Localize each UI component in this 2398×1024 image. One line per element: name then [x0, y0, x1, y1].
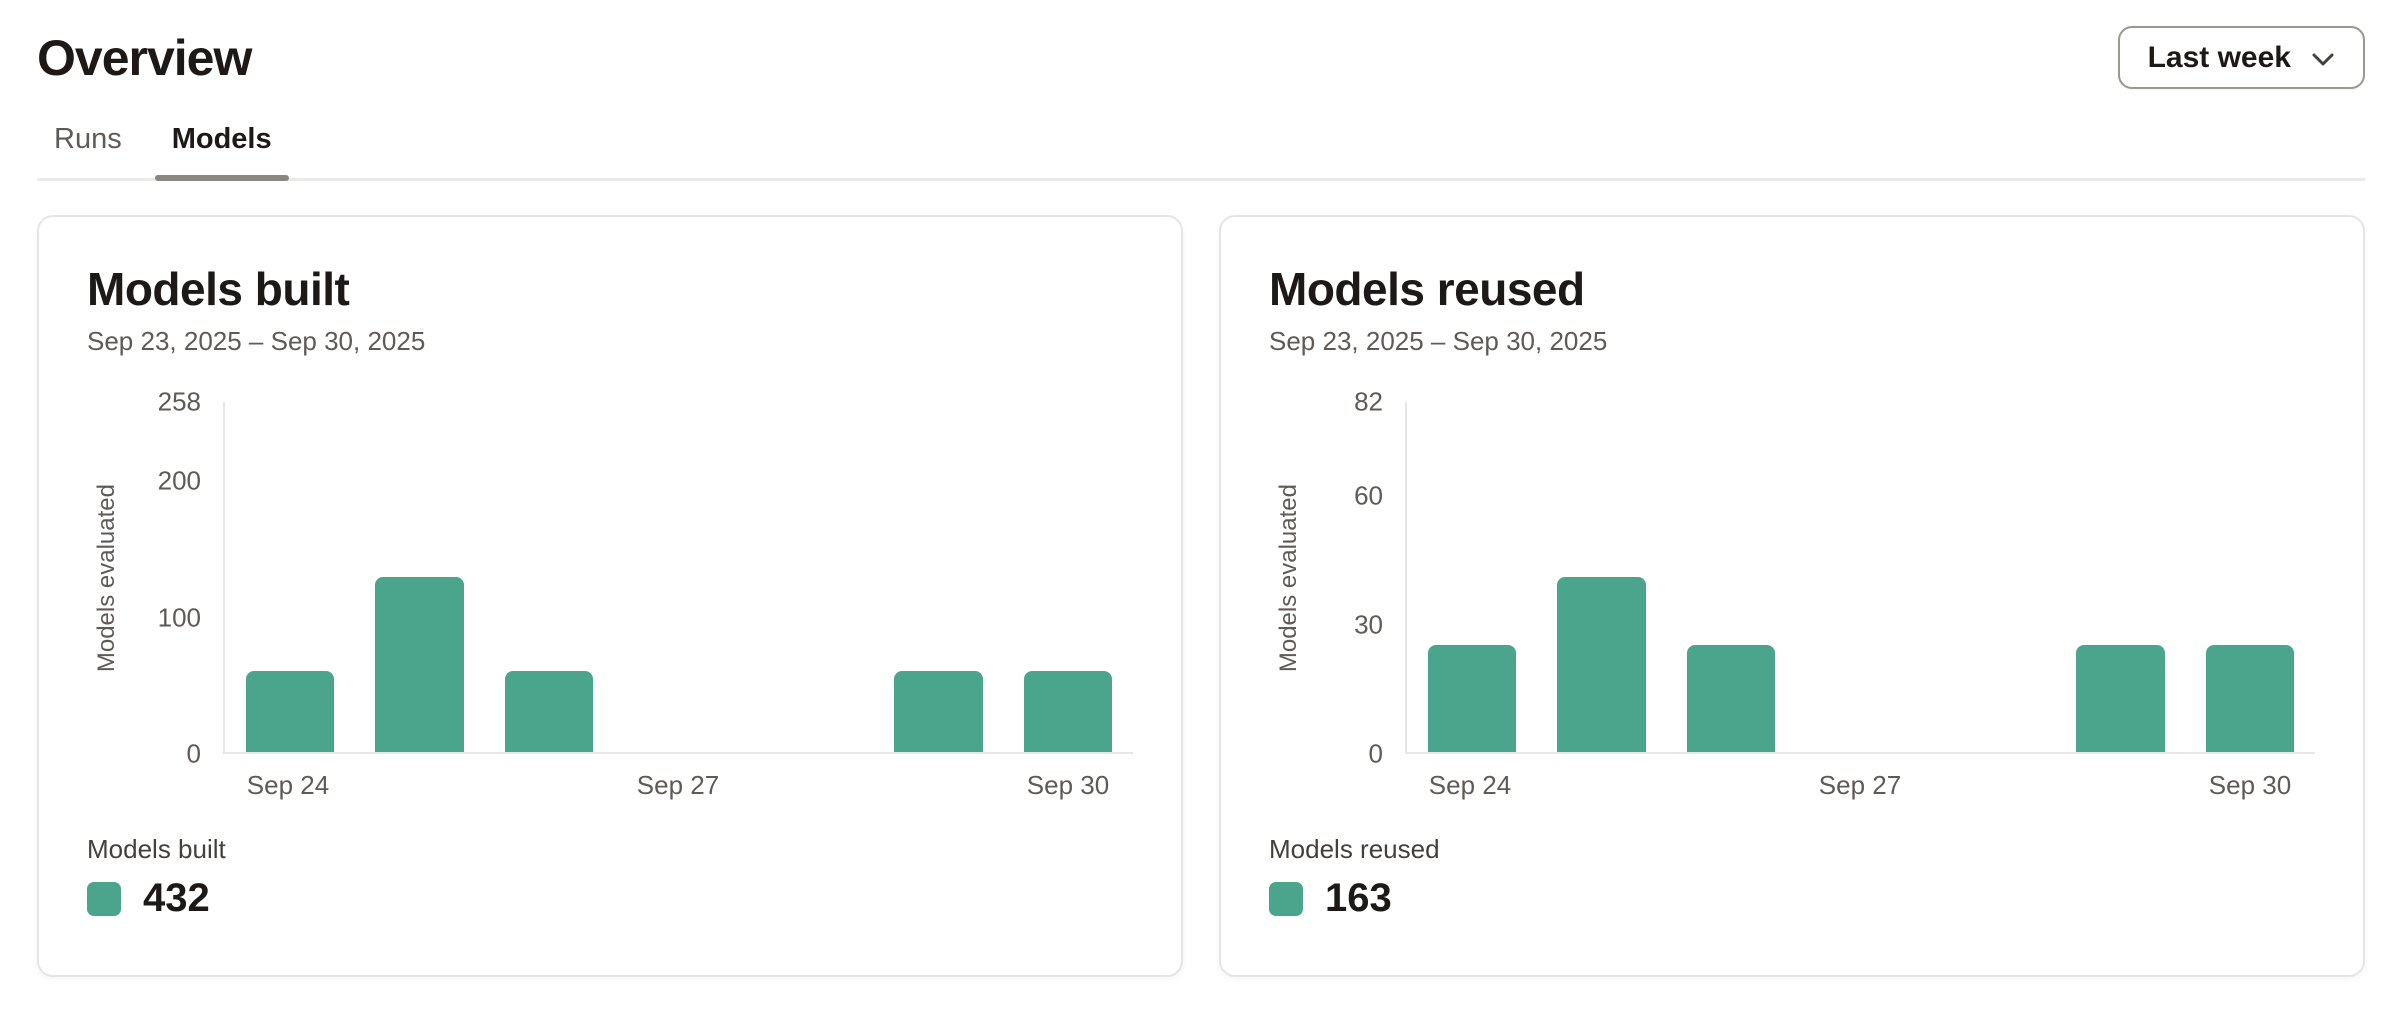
x-axis-tick-label: Sep 24 [246, 770, 330, 800]
x-axis-tick-label: Sep 30 [1026, 770, 1110, 800]
bar-sep-26[interactable] [505, 670, 594, 752]
cards-row: Models built Sep 23, 2025 – Sep 30, 2025… [37, 215, 2365, 977]
tab-models-label: Models [171, 123, 272, 155]
legend-total-value: 163 [1325, 876, 1392, 920]
plot-column: Sep 24 Sep 27 Sep 30 [1405, 402, 2315, 808]
y-axis-tick-label: 30 [1354, 609, 1383, 640]
bar-sep-29[interactable] [894, 670, 983, 752]
active-tab-indicator [154, 175, 289, 181]
y-axis-title: Models evaluated [1275, 483, 1302, 673]
page-title: Overview [37, 29, 252, 86]
plot-column: Sep 24 Sep 27 Sep 30 [223, 402, 1133, 808]
x-axis-ticks: Sep 24 Sep 27 Sep 30 [223, 766, 1133, 808]
plot-area [1405, 402, 2315, 754]
models-built-card: Models built Sep 23, 2025 – Sep 30, 2025… [37, 215, 1183, 977]
tab-bar: Runs Models [37, 123, 2365, 181]
models-reused-card: Models reused Sep 23, 2025 – Sep 30, 202… [1219, 215, 2365, 977]
chevron-down-icon [2311, 49, 2335, 67]
bar-sep-24[interactable] [245, 670, 334, 752]
y-axis-tick-label: 200 [157, 465, 201, 496]
legend-row: 163 [1269, 876, 2315, 921]
tab-models[interactable]: Models [154, 123, 289, 181]
legend-label: Models built [87, 834, 226, 864]
x-axis-tick-label: Sep 27 [636, 770, 720, 800]
bar-sep-24[interactable] [1427, 645, 1516, 752]
y-axis-tick-label: 82 [1354, 386, 1383, 417]
y-axis-tick-label: 100 [157, 602, 201, 633]
chart-legend: Models built 432 [87, 832, 1133, 921]
bar-sep-30[interactable] [1024, 670, 1113, 752]
card-date-range: Sep 23, 2025 – Sep 30, 2025 [1269, 326, 1608, 356]
bar-sep-25[interactable] [1557, 577, 1646, 752]
legend-color-swatch [87, 881, 121, 916]
legend-row: 432 [87, 876, 1133, 921]
bar-sep-26[interactable] [1687, 645, 1776, 752]
tab-runs[interactable]: Runs [37, 123, 139, 178]
page-header: Overview Last week [0, 0, 2398, 89]
x-axis-tick-label: Sep 27 [1818, 770, 1902, 800]
date-range-selector[interactable]: Last week [2117, 26, 2365, 89]
card-title: Models reused [1269, 263, 1585, 315]
y-axis-title: Models evaluated [93, 483, 120, 673]
x-axis-ticks: Sep 24 Sep 27 Sep 30 [1405, 766, 2315, 808]
bar-sep-30[interactable] [2206, 645, 2295, 752]
x-axis-tick-label: Sep 24 [1428, 770, 1512, 800]
x-axis-tick-label: Sep 30 [2208, 770, 2292, 800]
card-date-range: Sep 23, 2025 – Sep 30, 2025 [87, 326, 426, 356]
y-axis-tick-label: 0 [1368, 738, 1383, 769]
y-axis-tick-label: 0 [186, 738, 201, 769]
bar-chart: Models evaluated 0 100 200 258 Sep 24 Sep 27… [87, 387, 1133, 808]
bar-chart: Models evaluated 0 30 60 82 Sep 24 Sep 27 Sep… [1269, 387, 2315, 808]
plot-area [223, 402, 1133, 754]
y-axis-tick-label: 60 [1354, 480, 1383, 511]
bar-sep-25[interactable] [375, 577, 464, 752]
chart-legend: Models reused 163 [1269, 832, 2315, 921]
tab-runs-label: Runs [54, 123, 122, 155]
legend-total-value: 432 [143, 876, 210, 920]
y-axis-ticks: 0 30 60 82 [1309, 387, 1405, 769]
y-axis-tick-label: 258 [157, 386, 201, 417]
card-title: Models built [87, 263, 350, 315]
date-range-label: Last week [2147, 40, 2291, 74]
y-axis-ticks: 0 100 200 258 [127, 387, 223, 769]
bar-sep-29[interactable] [2076, 645, 2165, 752]
legend-color-swatch [1269, 881, 1303, 916]
legend-label: Models reused [1269, 834, 1440, 864]
